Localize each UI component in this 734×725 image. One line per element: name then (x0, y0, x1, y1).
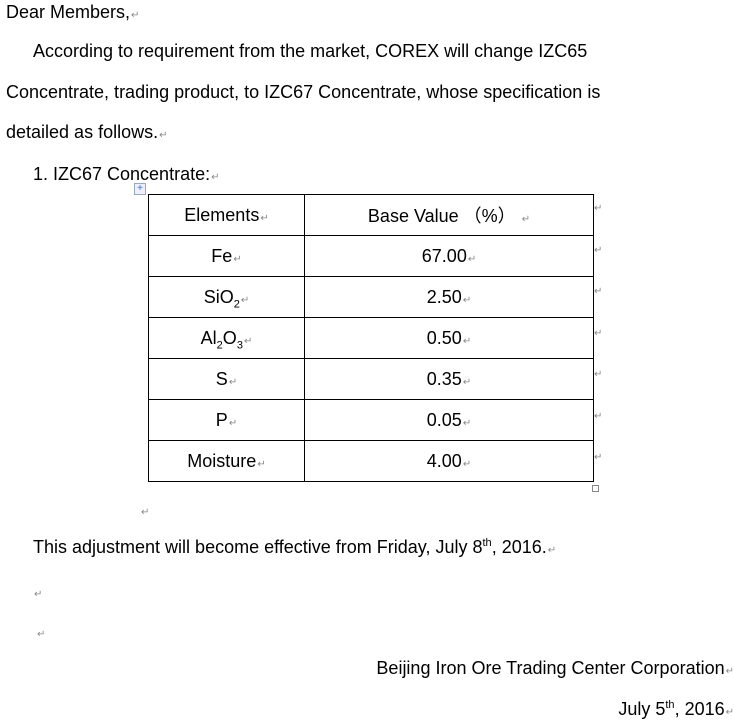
row-end-mark: ↵ (594, 286, 603, 297)
paragraph-mark: ↵ (211, 172, 220, 183)
header-elements: Elements↵ (148, 194, 305, 236)
value-cell: 0.50↵ (304, 317, 594, 359)
row-end-mark: ↵ (594, 244, 603, 256)
table-row: SiO2↵ 2.50↵ (148, 276, 594, 318)
paragraph-line: Concentrate, trading product, to IZC67 C… (6, 82, 601, 102)
letter-date: July 5th, 2016↵ (618, 699, 734, 719)
table-row: Al2O3↵ 0.50↵ (148, 317, 594, 359)
empty-paragraph: ↵ (37, 629, 46, 640)
table-row: S↵ 0.35↵ (148, 358, 594, 400)
spec-table: Elements↵ Base Value （%） ↵ Fe↵ 67.00↵ SiO2… (148, 194, 594, 482)
row-end-mark: ↵ (594, 452, 603, 463)
value-cell: 2.50↵ (304, 276, 594, 318)
element-cell: S↵ (148, 358, 305, 400)
salutation: Dear Members,↵ (6, 2, 140, 22)
element-cell: SiO2↵ (148, 276, 305, 318)
table-row: P↵ 0.05↵ (148, 399, 594, 441)
paragraph-line: According to requirement from the market… (33, 41, 588, 61)
paragraph-mark: ↵ (131, 10, 140, 21)
signature: Beijing Iron Ore Trading Center Corporat… (376, 658, 734, 678)
element-cell: P↵ (148, 399, 305, 441)
table-move-handle-icon[interactable]: + (134, 183, 146, 195)
row-end-mark: ↵ (594, 203, 603, 214)
row-end-mark: ↵ (594, 410, 603, 422)
empty-paragraph: ↵ (34, 589, 43, 600)
paragraph-mark: ↵ (159, 130, 168, 141)
row-end-mark: ↵ (594, 327, 603, 339)
element-cell: Moisture↵ (148, 440, 305, 482)
table-row: Moisture↵ 4.00↵ (148, 440, 594, 482)
list-item: 1. IZC67 Concentrate:↵ (33, 164, 220, 184)
table-row: Fe↵ 67.00↵ (148, 235, 594, 277)
effective-date-text: This adjustment will become effective fr… (33, 537, 557, 557)
value-cell: 67.00↵ (304, 235, 594, 277)
element-cell: Fe↵ (148, 235, 305, 277)
element-cell: Al2O3↵ (148, 317, 305, 359)
paragraph-line: detailed as follows.↵ (6, 122, 168, 142)
header-base-value: Base Value （%） ↵ (304, 194, 594, 236)
value-cell: 0.35↵ (304, 358, 594, 400)
table-header-row: Elements↵ Base Value （%） ↵ (148, 194, 594, 236)
value-cell: 0.05↵ (304, 399, 594, 441)
empty-paragraph: ↵ (141, 507, 150, 518)
row-end-mark: ↵ (594, 369, 603, 380)
table-resize-handle[interactable] (592, 485, 599, 492)
value-cell: 4.00↵ (304, 440, 594, 482)
